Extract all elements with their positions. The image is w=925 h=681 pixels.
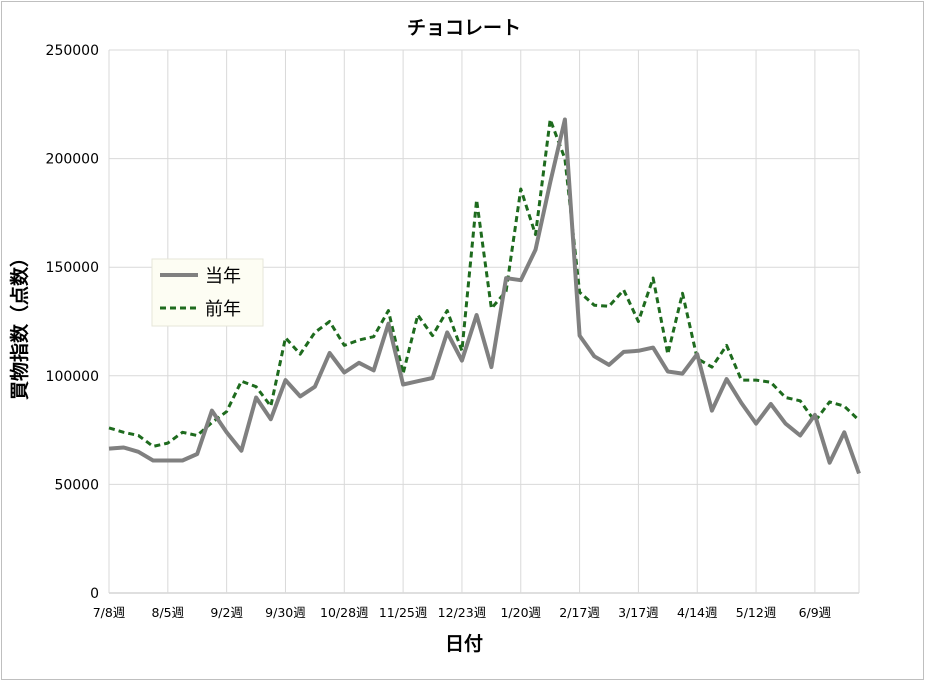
y-tick-label: 50000 bbox=[54, 477, 99, 493]
y-tick-labels: 0 50000 100000 150000 200000 250000 bbox=[46, 43, 99, 602]
x-tick-label: 12/23週 bbox=[438, 605, 487, 620]
y-tick-label: 150000 bbox=[46, 260, 99, 276]
x-tick-label: 9/30週 bbox=[265, 605, 306, 620]
legend-box bbox=[151, 258, 264, 327]
x-axis-title: 日付 bbox=[445, 632, 483, 655]
legend-label-current-year: 当年 bbox=[205, 266, 241, 287]
x-tick-label: 9/2週 bbox=[210, 605, 243, 620]
series-lines bbox=[108, 117, 861, 475]
x-tick-label: 6/9週 bbox=[799, 605, 832, 620]
series-line-previous-year bbox=[108, 118, 861, 448]
x-tick-label: 3/17週 bbox=[618, 605, 659, 620]
x-tick-label: 2/17週 bbox=[559, 605, 600, 620]
x-tick-label: 4/14週 bbox=[677, 605, 718, 620]
legend-label-previous-year: 前年 bbox=[205, 299, 241, 320]
y-axis-title: 買物指数（点数） bbox=[8, 248, 31, 400]
x-tick-label: 11/25週 bbox=[379, 605, 428, 620]
x-tick-label: 1/20週 bbox=[500, 605, 541, 620]
gridlines bbox=[108, 49, 860, 594]
y-tick-label: 0 bbox=[90, 586, 99, 602]
x-tick-label: 10/28週 bbox=[320, 605, 369, 620]
legend: 当年 前年 bbox=[151, 258, 264, 327]
x-tick-labels: 7/8週 8/5週 9/2週 9/30週 10/28週 11/25週 12/23週 1/20週… bbox=[93, 605, 832, 620]
y-tick-label: 200000 bbox=[46, 152, 99, 168]
x-tick-label: 8/5週 bbox=[152, 605, 185, 620]
chart-title: チョコレート bbox=[407, 17, 521, 39]
x-tick-label: 5/12週 bbox=[736, 605, 777, 620]
x-tick-label: 7/8週 bbox=[93, 605, 126, 620]
y-tick-label: 250000 bbox=[46, 43, 99, 59]
y-tick-label: 100000 bbox=[46, 369, 99, 385]
series-line-current-year bbox=[108, 117, 861, 475]
